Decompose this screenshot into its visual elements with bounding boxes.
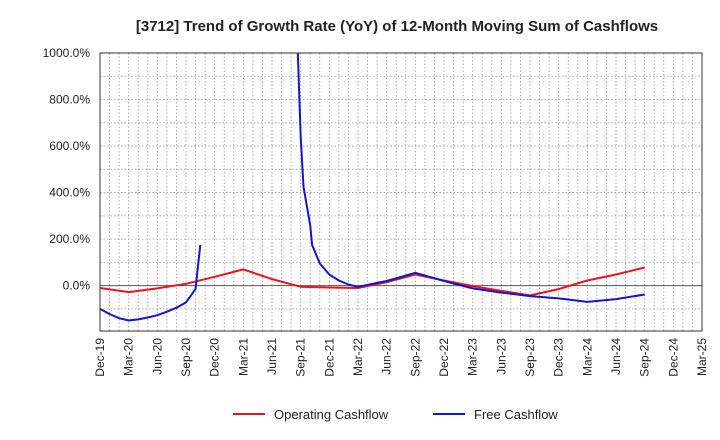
x-tick-label: Dec-20	[208, 338, 222, 377]
x-tick-label: Dec-23	[552, 338, 566, 377]
y-tick-label: 200.0%	[49, 232, 90, 246]
series-line-free-cashflow	[100, 244, 202, 322]
x-tick-label: Jun-22	[380, 338, 394, 375]
chart-title: [3712] Trend of Growth Rate (YoY) of 12-…	[136, 18, 658, 35]
legend: Operating Cashflow Free Cashflow	[233, 407, 558, 422]
x-tick-label: Jun-21	[265, 338, 279, 375]
x-tick-label: Dec-19	[93, 338, 107, 377]
grid	[100, 52, 702, 331]
y-axis-ticks: 0.0% 200.0% 400.0% 600.0% 800.0% 1000.0%	[43, 46, 91, 293]
x-axis-ticks: Dec-19 Mar-20 Jun-20 Sep-20 Dec-20 Mar-21 Jun-…	[93, 338, 709, 377]
series-lines	[100, 53, 645, 322]
series-line-free-cashflow	[296, 53, 645, 303]
x-tick-label: Sep-24	[638, 338, 652, 377]
y-tick-label: 800.0%	[49, 93, 90, 107]
y-tick-label: 0.0%	[63, 279, 91, 293]
x-tick-label: Dec-22	[437, 338, 451, 377]
x-tick-label: Mar-20	[122, 338, 136, 376]
x-tick-label: Jun-20	[150, 338, 164, 375]
x-tick-label: Mar-21	[236, 338, 250, 376]
x-tick-label: Mar-24	[580, 338, 594, 376]
y-tick-label: 600.0%	[49, 139, 90, 153]
x-tick-label: Dec-24	[666, 338, 680, 377]
x-tick-label: Sep-23	[523, 338, 537, 377]
x-tick-label: Jun-24	[609, 338, 623, 375]
series-line-operating-cashflow	[100, 266, 645, 297]
plot-area-frame	[99, 52, 703, 332]
legend-label-free-cashflow: Free Cashflow	[474, 407, 558, 422]
x-tick-label: Mar-25	[695, 338, 709, 376]
y-tick-label: 400.0%	[49, 186, 90, 200]
x-tick-label: Jun-23	[494, 338, 508, 375]
y-tick-label: 1000.0%	[43, 46, 91, 60]
x-tick-label: Sep-20	[179, 338, 193, 377]
legend-label-operating-cashflow: Operating Cashflow	[274, 407, 389, 422]
x-tick-label: Sep-21	[294, 338, 308, 377]
x-tick-label: Dec-21	[322, 338, 336, 377]
x-tick-label: Mar-23	[466, 338, 480, 376]
x-tick-label: Mar-22	[351, 338, 365, 376]
x-tick-label: Sep-22	[408, 338, 422, 377]
